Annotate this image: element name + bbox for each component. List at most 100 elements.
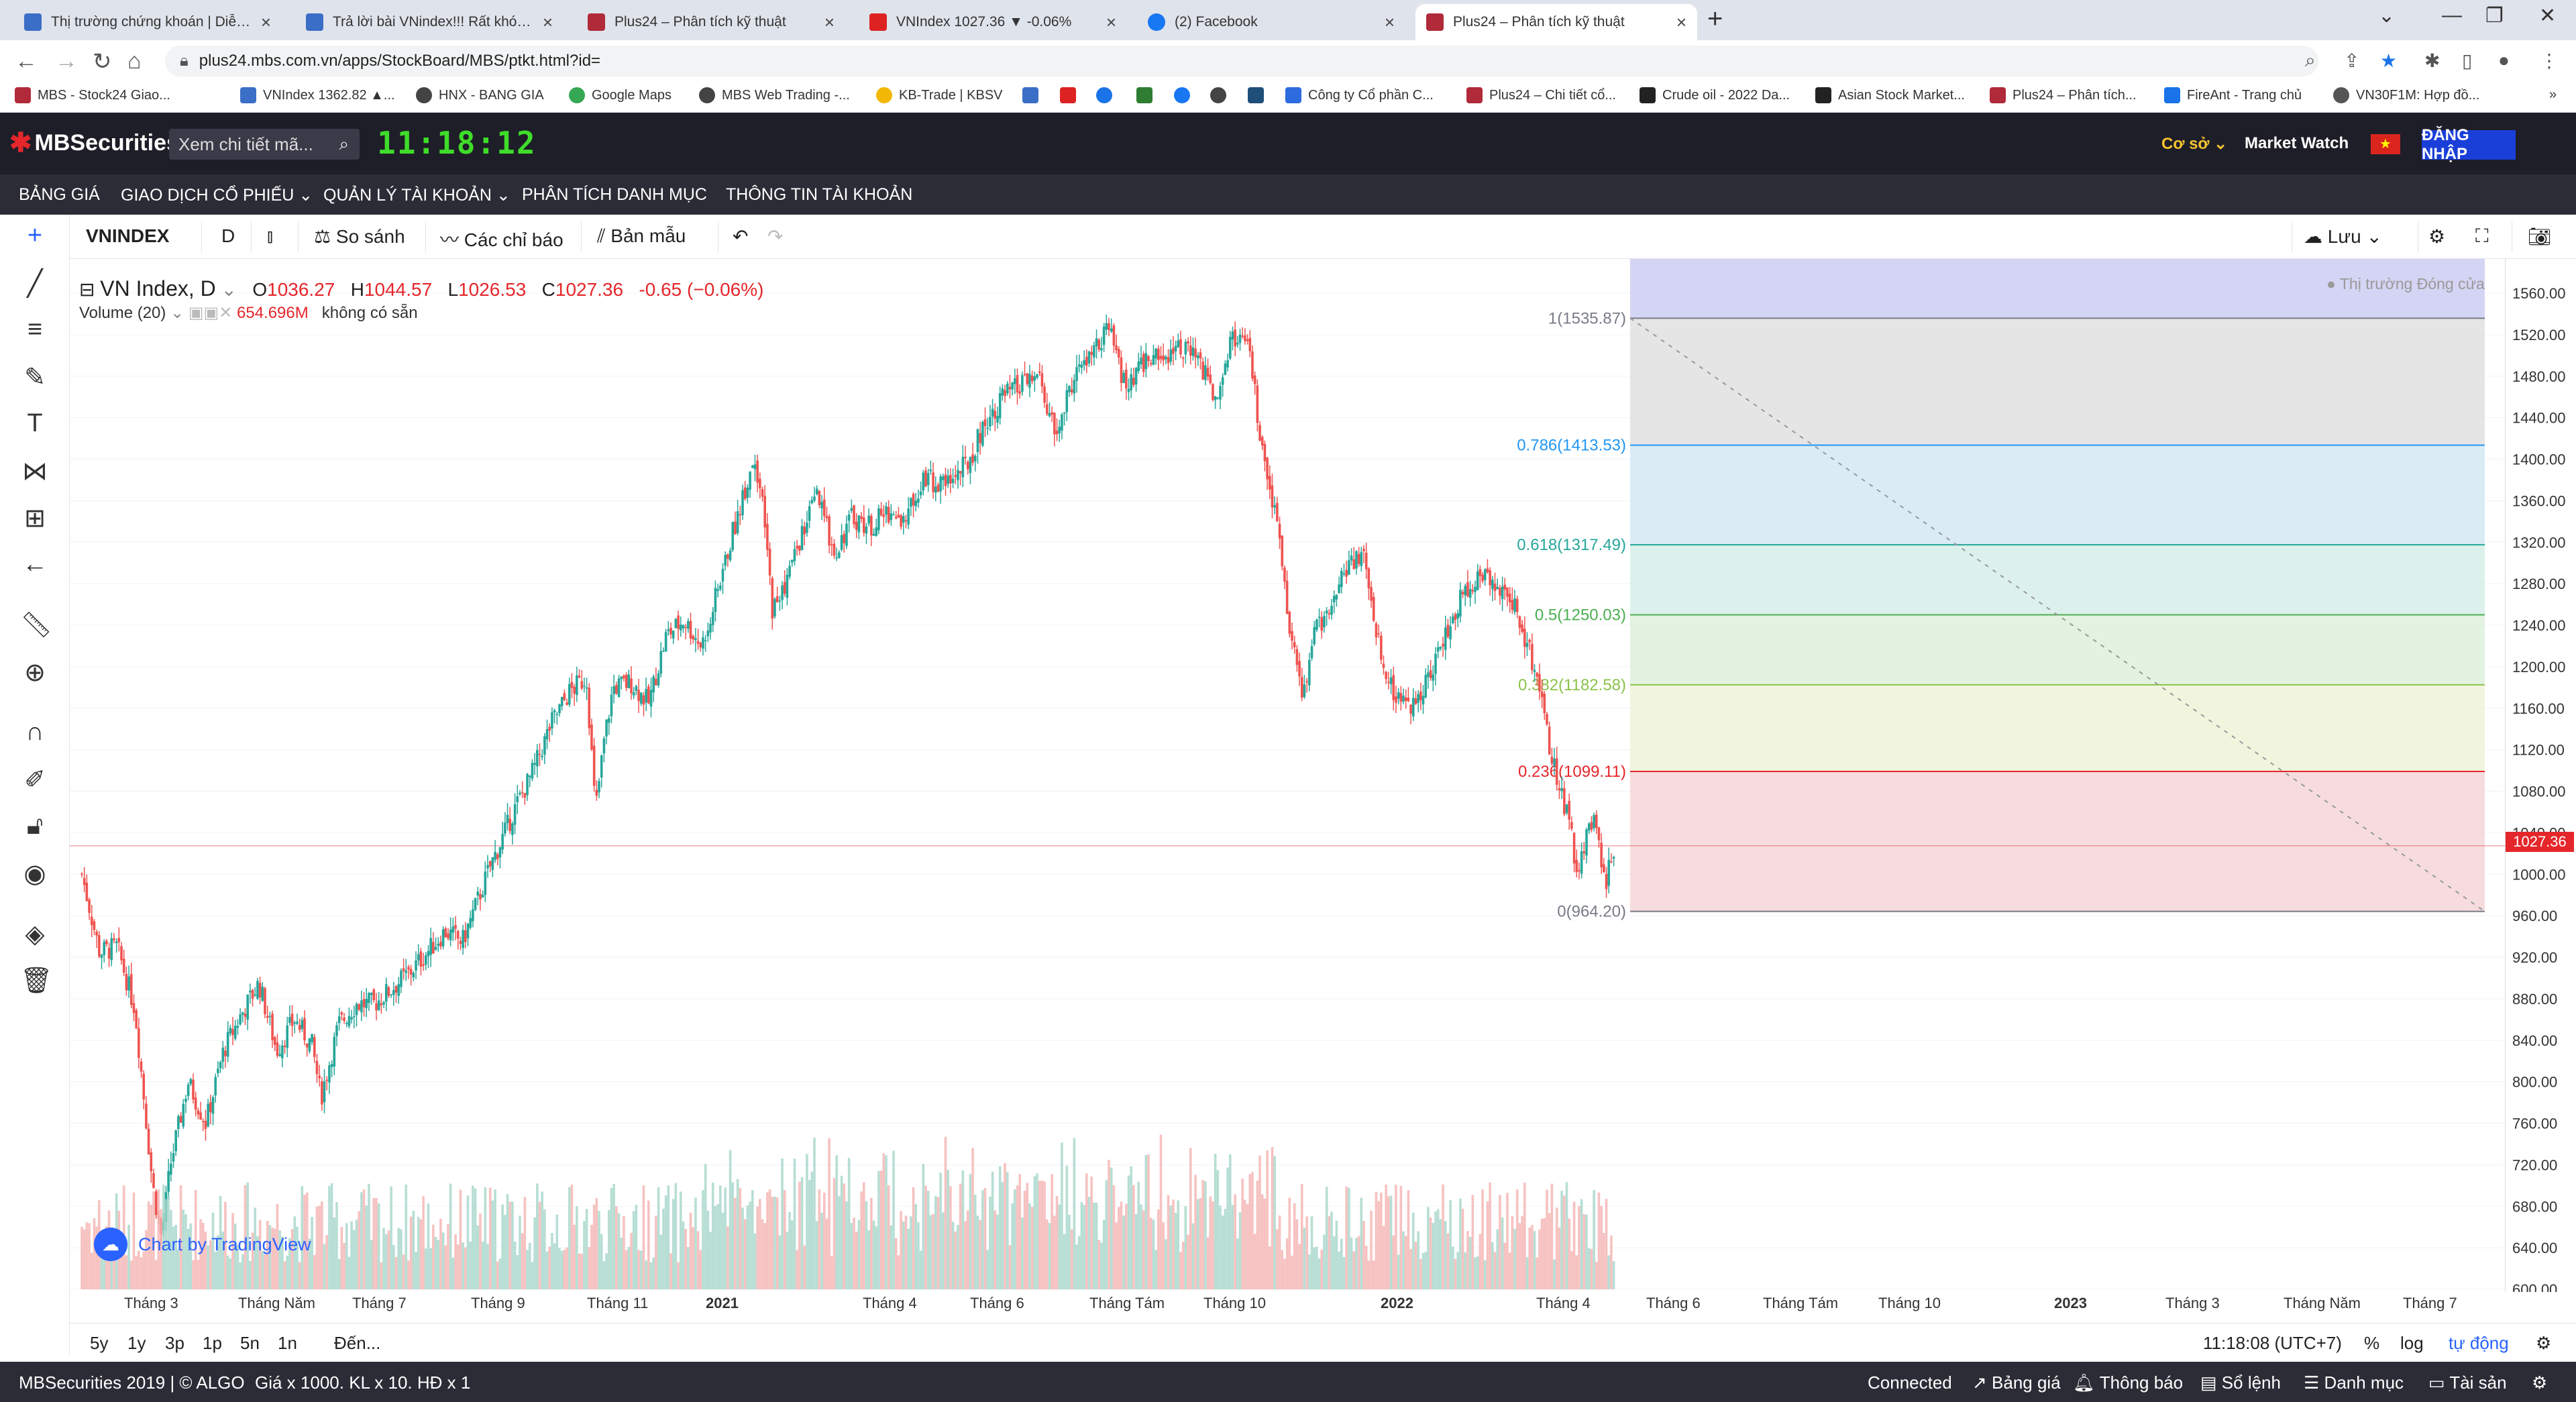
settings-gear-icon[interactable]: ⚙︎ bbox=[2428, 226, 2446, 247]
browser-tab-4[interactable]: VNIndex 1027.36 ▼ -0.06% × bbox=[859, 4, 1127, 40]
bookmark-chart-icon[interactable] bbox=[1022, 87, 1045, 103]
vietnam-flag-icon[interactable]: ★ bbox=[2371, 134, 2400, 154]
price-axis[interactable]: 1560.00 1520.00 1480.00 1440.00 1400.00 1360.… bbox=[2505, 259, 2576, 1298]
zoom-icon[interactable]: ⌕ bbox=[2305, 50, 2316, 70]
bookmark-square-icon[interactable] bbox=[1248, 87, 1271, 103]
menu-giao-dich[interactable]: GIAO DỊCH CỔ PHIẾU ⌄ bbox=[121, 186, 313, 205]
legend-controls-icon[interactable]: ▣▣✕ bbox=[188, 304, 237, 322]
close-icon[interactable]: × bbox=[1384, 11, 1395, 32]
chart-type-icon[interactable]: ⫾ bbox=[267, 225, 273, 246]
close-icon[interactable]: × bbox=[1676, 11, 1686, 32]
fullscreen-icon[interactable]: ⛶ bbox=[2475, 225, 2489, 246]
range-5y[interactable]: 5y bbox=[90, 1333, 109, 1353]
bookmark-item[interactable]: Plus24 – Chi tiết cổ... bbox=[1466, 87, 1616, 103]
axis-settings-gear-icon[interactable]: ⚙︎ bbox=[2536, 1333, 2552, 1353]
save-button[interactable]: ☁︎ Lưu ⌄ bbox=[2304, 226, 2382, 247]
more-bookmarks-icon[interactable]: » bbox=[2549, 87, 2557, 102]
magnet-icon[interactable]: ∩ bbox=[25, 718, 44, 746]
bookmark-item[interactable]: Công ty Cổ phần C... bbox=[1285, 87, 1434, 103]
close-icon[interactable]: × bbox=[824, 11, 835, 32]
search-icon[interactable]: ⌕ bbox=[339, 133, 349, 154]
compare-button[interactable]: ⚖︎ So sánh bbox=[314, 226, 405, 247]
price-chart[interactable]: 1(1535.87) 0.786(1413.53) 0.618(1317.49) 0.… bbox=[70, 259, 2512, 1292]
home-icon[interactable]: ⌂ bbox=[127, 48, 142, 74]
eye-icon[interactable]: ◉ bbox=[23, 860, 46, 888]
range-1y[interactable]: 1y bbox=[127, 1333, 146, 1353]
forward-icon[interactable]: → bbox=[55, 48, 78, 74]
template-button[interactable]: ⫽ Bản mẫu bbox=[597, 225, 686, 246]
brush-icon[interactable]: ✎ bbox=[24, 364, 46, 392]
goto-date-button[interactable]: Đến... bbox=[334, 1333, 381, 1353]
redo-icon[interactable]: ↷ bbox=[767, 226, 784, 247]
auto-toggle[interactable]: tự động bbox=[2449, 1333, 2509, 1353]
bookmark-item[interactable]: KB-Trade | KBSV bbox=[876, 87, 1003, 103]
login-button[interactable]: ĐĂNG NHẬP bbox=[2422, 126, 2516, 163]
bookmark-item[interactable]: Crude oil - 2022 Da... bbox=[1640, 87, 1790, 103]
close-icon[interactable]: × bbox=[542, 11, 553, 32]
range-5n[interactable]: 5n bbox=[240, 1333, 260, 1353]
footer-orders[interactable]: ▤ Sổ lệnh bbox=[2200, 1372, 2281, 1393]
interval-button[interactable]: D bbox=[221, 225, 235, 246]
browser-tab-1[interactable]: Thị trường chứng khoán | Diễn đ... × bbox=[13, 4, 282, 40]
extensions-icon[interactable]: ✱ bbox=[2424, 50, 2440, 71]
pattern-icon[interactable]: ⋈ bbox=[22, 457, 48, 486]
menu-thong-tin[interactable]: THÔNG TIN TÀI KHOẢN bbox=[726, 185, 913, 204]
ruler-icon[interactable]: 📏︎ bbox=[20, 611, 53, 639]
back-icon[interactable]: ← bbox=[15, 48, 38, 74]
indicators-button[interactable]: 〰 Các chỉ báo bbox=[440, 229, 564, 250]
url-field[interactable]: 🔒︎ plus24.mbs.com.vn/apps/StockBoard/MBS/… bbox=[165, 46, 2318, 76]
arrow-left-icon[interactable]: ← bbox=[22, 550, 48, 578]
bookmark-item[interactable]: MBS - Stock24 Giao... bbox=[15, 87, 170, 103]
new-tab-icon[interactable]: + bbox=[1707, 4, 1723, 34]
range-1n[interactable]: 1n bbox=[278, 1333, 297, 1353]
menu-bang-gia[interactable]: BẢNG GIÁ bbox=[19, 185, 100, 204]
coso-dropdown[interactable]: Cơ sở ⌄ bbox=[2161, 135, 2228, 153]
bookmark-item[interactable]: FireAnt - Trang chủ bbox=[2164, 87, 2302, 103]
tradingview-logo[interactable]: ☁︎ Chart by TradingView bbox=[94, 1228, 311, 1261]
undo-icon[interactable]: ↶ bbox=[733, 226, 749, 247]
profile-icon[interactable]: ● bbox=[2498, 50, 2510, 70]
pencil-lock-icon[interactable]: ✐ bbox=[24, 766, 46, 794]
bookmark-globe-icon[interactable] bbox=[1210, 87, 1233, 103]
window-close-icon[interactable]: ✕ bbox=[2539, 5, 2557, 27]
menu-quan-ly[interactable]: QUẢN LÝ TÀI KHOẢN ⌄ bbox=[323, 186, 511, 205]
bookmark-shield-icon[interactable] bbox=[1136, 87, 1159, 103]
menu-phan-tich[interactable]: PHÂN TÍCH DANH MỤC bbox=[522, 185, 707, 204]
reload-icon[interactable]: ↻ bbox=[93, 49, 112, 74]
sidepanel-icon[interactable]: ▯ bbox=[2462, 50, 2473, 71]
bookmark-item[interactable]: VNIndex 1362.82 ▲... bbox=[240, 87, 395, 103]
symbol-search-input[interactable]: Xem chi tiết mã... ⌕ bbox=[169, 129, 360, 160]
bookmark-item[interactable]: MBS Web Trading -... bbox=[699, 87, 850, 103]
close-icon[interactable]: × bbox=[1106, 11, 1116, 32]
percent-toggle[interactable]: % bbox=[2364, 1333, 2380, 1353]
maximize-icon[interactable]: ❐ bbox=[2485, 5, 2504, 27]
browser-tab-2[interactable]: Trả lời bài VNindex!!! Rất khó vẽ... × bbox=[295, 4, 564, 40]
bookmark-globe-icon[interactable] bbox=[1096, 87, 1119, 103]
browser-tab-3[interactable]: Plus24 – Phân tích kỹ thuật × bbox=[577, 4, 845, 40]
trash-icon[interactable]: 🗑︎ bbox=[20, 967, 53, 995]
lock-icon[interactable]: 🔓︎ bbox=[26, 812, 44, 840]
range-1p[interactable]: 1p bbox=[203, 1333, 222, 1353]
layers-icon[interactable]: ◈ bbox=[25, 920, 45, 949]
market-watch-link[interactable]: Market Watch bbox=[2245, 134, 2349, 152]
close-icon[interactable]: × bbox=[260, 11, 271, 32]
range-3p[interactable]: 3p bbox=[165, 1333, 184, 1353]
hlines-icon[interactable]: ≡ bbox=[27, 315, 43, 343]
minimize-icon[interactable]: — bbox=[2442, 4, 2462, 26]
footer-portfolio[interactable]: ☰ Danh mục bbox=[2304, 1372, 2404, 1393]
footer-settings-gear-icon[interactable]: ⚙︎ bbox=[2532, 1372, 2548, 1393]
bookmark-f-icon[interactable] bbox=[1060, 87, 1083, 103]
bookmark-item[interactable]: Google Maps bbox=[569, 87, 672, 103]
log-toggle[interactable]: log bbox=[2400, 1333, 2424, 1353]
bookmark-facebook-icon[interactable] bbox=[1174, 87, 1197, 103]
bookmark-item[interactable]: Asian Stock Market... bbox=[1815, 87, 1965, 103]
crosshair-icon[interactable]: + bbox=[27, 221, 43, 250]
share-icon[interactable]: ⇪ bbox=[2344, 50, 2360, 71]
bookmark-star-icon[interactable]: ★ bbox=[2380, 50, 2398, 71]
footer-assets[interactable]: ▭ Tài sản bbox=[2428, 1372, 2507, 1393]
zoom-in-icon[interactable]: ⊕ bbox=[24, 659, 46, 687]
mbs-logo[interactable]: ✱ MBSecurities bbox=[9, 128, 179, 158]
bookmark-item[interactable]: Plus24 – Phân tích... bbox=[1990, 87, 2137, 103]
browser-tab-active[interactable]: Plus24 – Phân tích kỹ thuật × bbox=[1415, 4, 1697, 40]
snapshot-camera-icon[interactable]: 📷︎ bbox=[2528, 226, 2552, 247]
